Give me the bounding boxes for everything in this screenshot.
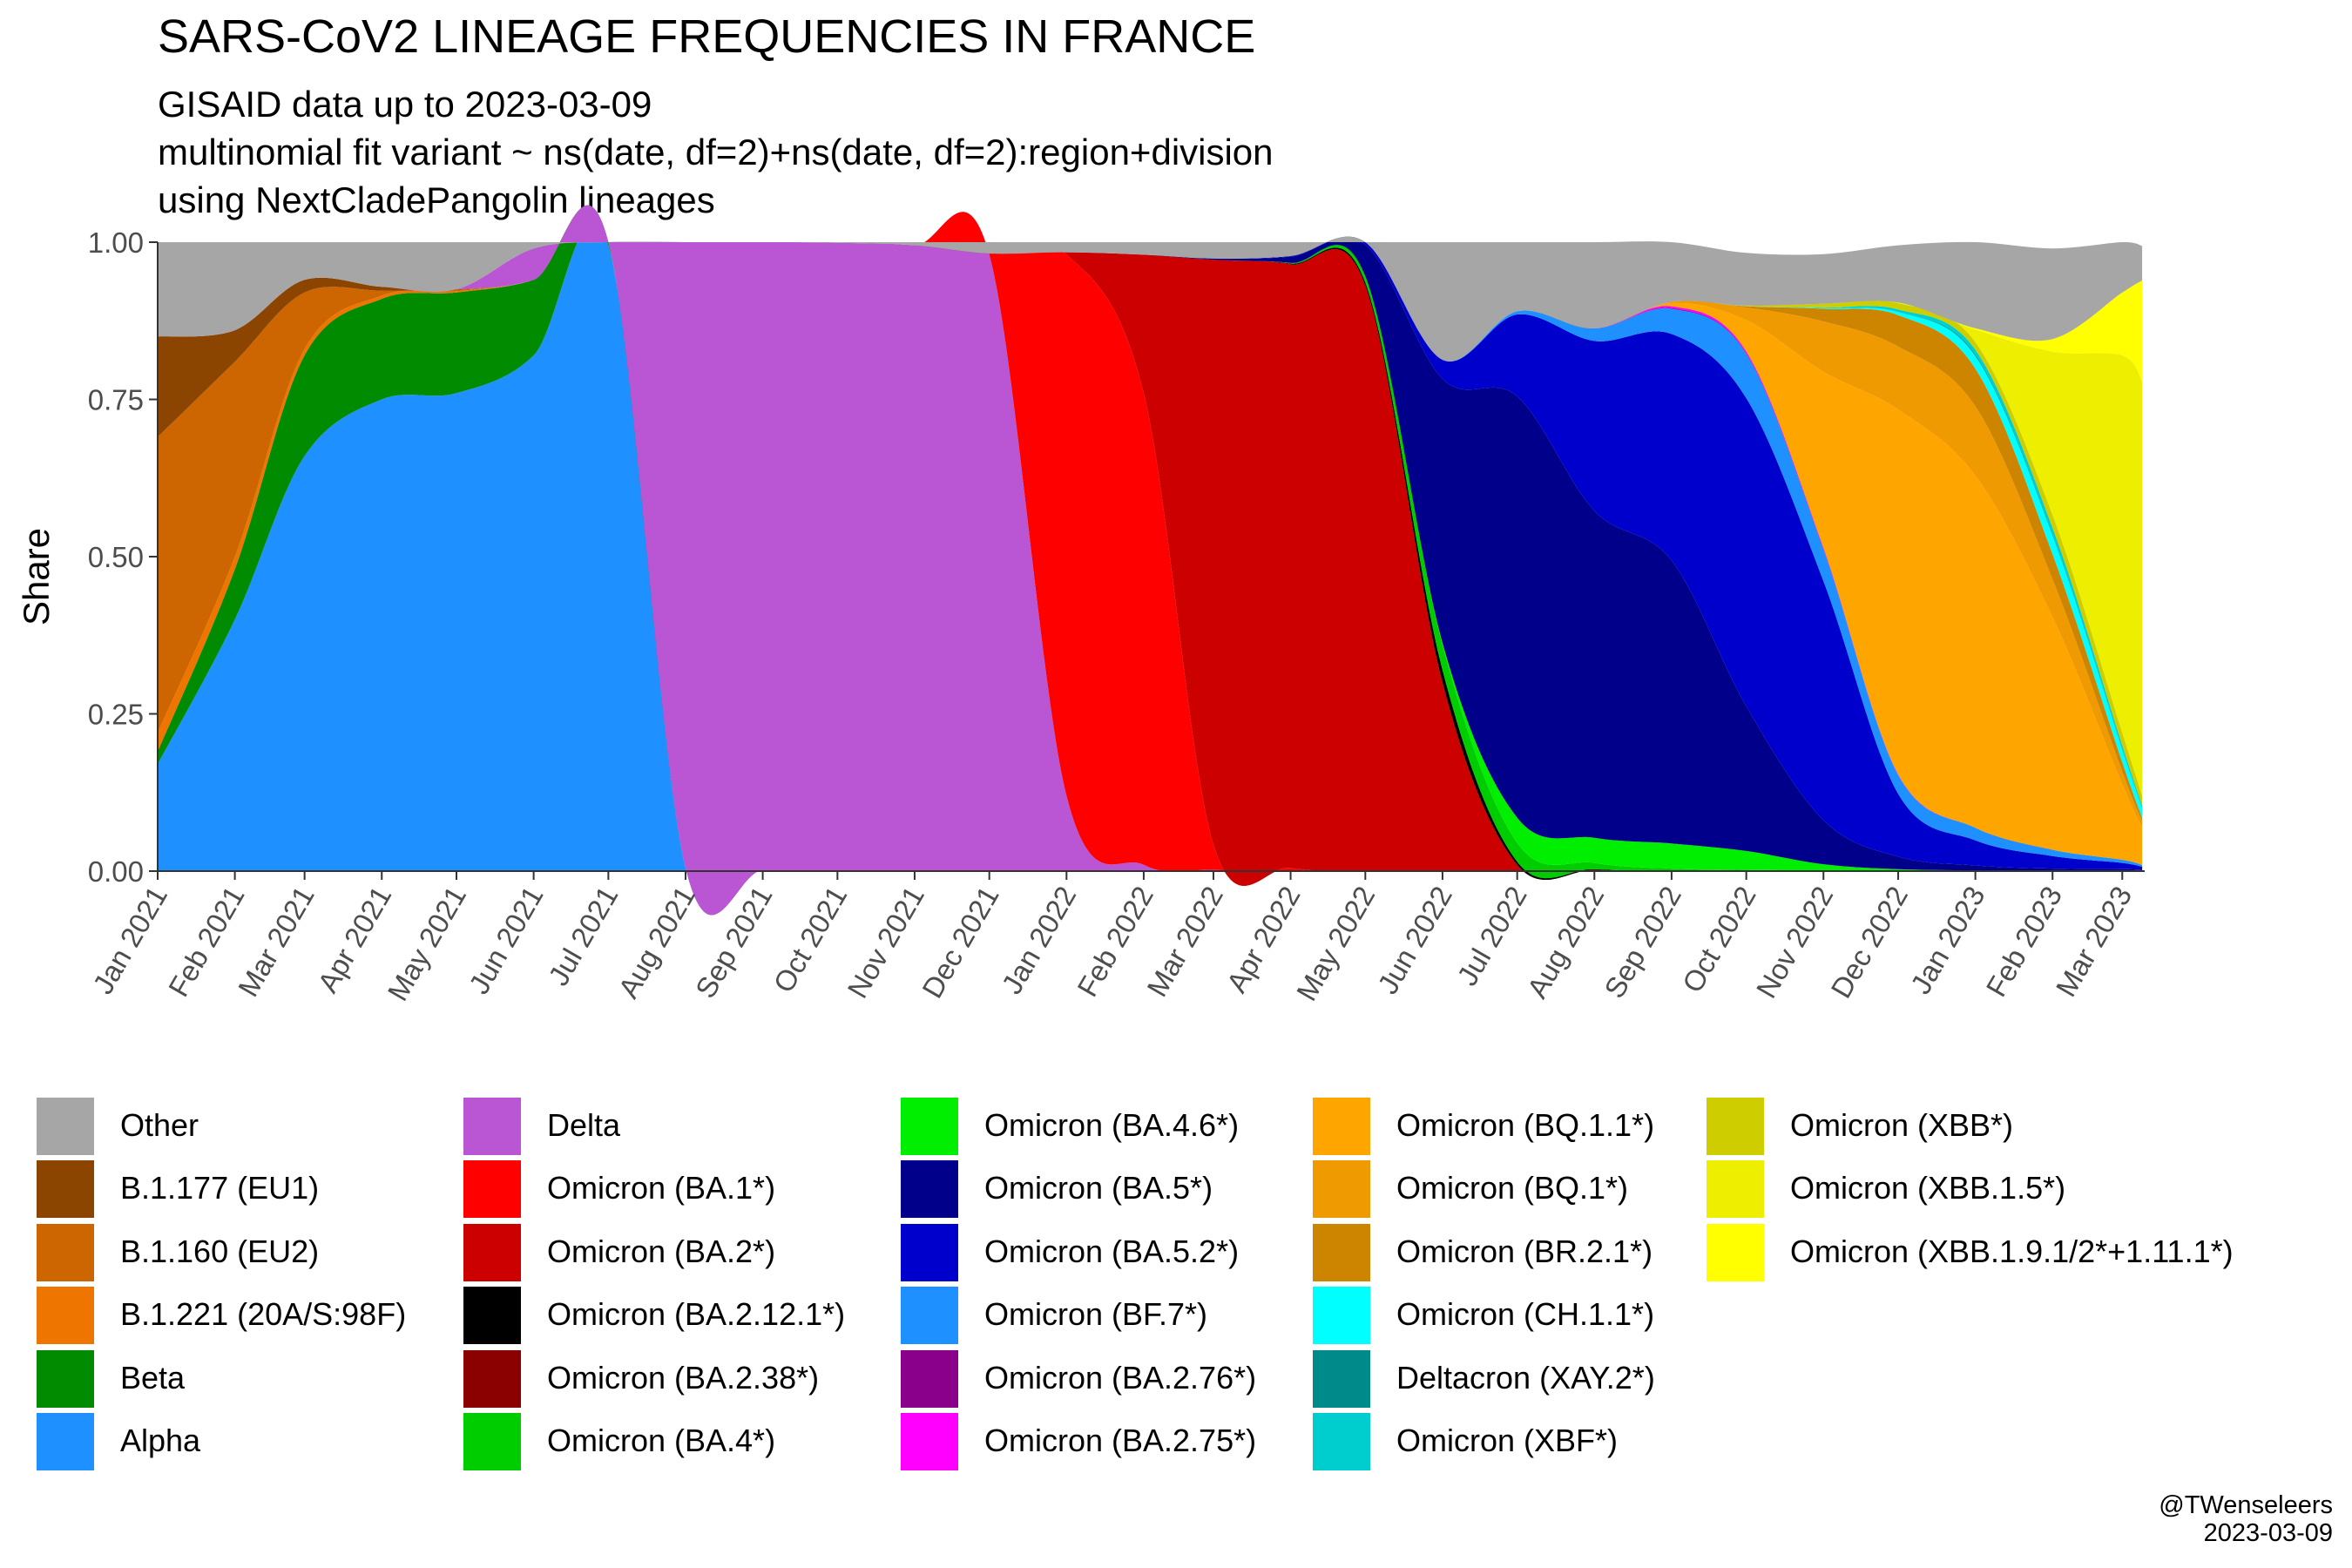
legend-label: B.1.177 (EU1)	[120, 1170, 320, 1206]
legend-swatch	[37, 1160, 94, 1219]
legend-swatch	[1313, 1413, 1370, 1470]
area-omicron-ba-2	[158, 241, 2143, 886]
legend-label: Omicron (BA.4.6*)	[984, 1107, 1240, 1143]
legend-swatch	[37, 1287, 94, 1345]
credit: @TWenseleers 2023-03-09	[2159, 1491, 2333, 1547]
legend-swatch	[1707, 1098, 1764, 1155]
legend-label: B.1.160 (EU2)	[120, 1233, 320, 1269]
chart-subtitle-line-1: GISAID data up to 2023-03-09	[158, 84, 652, 125]
legend-label: Omicron (XBB.1.5*)	[1790, 1170, 2066, 1206]
legend-label: Beta	[120, 1359, 186, 1396]
area-omicron-ba-5	[158, 237, 2143, 872]
chart-title: SARS-CoV2 LINEAGE FREQUENCIES IN FRANCE	[158, 10, 1255, 63]
legend-label: Omicron (BQ.1.1*)	[1396, 1107, 1655, 1143]
legend-label: Omicron (BA.2*)	[547, 1233, 776, 1269]
y-tick-label: 0.75	[88, 384, 144, 416]
y-tick-label: 0.25	[88, 699, 144, 731]
legend-label: Omicron (BA.2.12.1*)	[547, 1296, 846, 1333]
area-other	[158, 236, 2143, 362]
area-alpha	[158, 221, 2143, 916]
x-tick-label: Oct 2022	[1676, 881, 1762, 997]
y-axis: 0.00 0.25 0.50 0.75 1.00	[88, 226, 159, 888]
legend-label: Omicron (BA.2.75*)	[984, 1423, 1257, 1458]
legend-swatch	[37, 1349, 94, 1408]
x-tick-label: Jan 2023	[1904, 881, 1991, 999]
legend-swatch	[463, 1098, 521, 1155]
legend-label: Omicron (BA.1*)	[547, 1170, 776, 1206]
legend-label: Omicron (XBB.1.9.1/2*+1.11.1*)	[1790, 1233, 2234, 1269]
legend-swatch	[1313, 1349, 1370, 1408]
legend-label: Omicron (BA.2.76*)	[984, 1359, 1257, 1396]
legend-swatch	[1707, 1160, 1764, 1219]
area-omicron-ba-1	[158, 212, 2143, 886]
y-axis-label: Share	[16, 528, 57, 625]
x-tick-label: Jan 2022	[995, 881, 1082, 999]
legend-label: B.1.221 (20A/S:98F)	[120, 1296, 407, 1333]
x-tick-label: Jun 2022	[1371, 881, 1458, 999]
legend-label: Omicron (BQ.1*)	[1396, 1170, 1629, 1206]
legend-swatch	[37, 1413, 94, 1470]
legend-swatch	[901, 1098, 958, 1155]
legend-swatch	[901, 1160, 958, 1219]
y-tick-label: 1.00	[88, 226, 144, 259]
legend-swatch	[901, 1223, 958, 1281]
credit-author: @TWenseleers	[2159, 1491, 2333, 1519]
area-omicron-ba-5-2	[158, 236, 2143, 870]
legend-swatch	[37, 1098, 94, 1155]
legend-label: Other	[120, 1107, 199, 1143]
x-tick-label: Aug 2022	[1521, 881, 1611, 1004]
legend-swatch	[463, 1223, 521, 1281]
legend-swatch	[1707, 1223, 1764, 1281]
legend-label: Omicron (BA.5.2*)	[984, 1233, 1240, 1269]
legend-swatch	[901, 1349, 958, 1408]
legend-swatch	[463, 1287, 521, 1345]
legend-label: Delta	[547, 1107, 621, 1143]
legend-swatch	[1313, 1098, 1370, 1155]
area-delta	[158, 205, 2143, 916]
legend-label: Omicron (BF.7*)	[984, 1296, 1208, 1333]
legend-label: Omicron (XBF*)	[1396, 1423, 1619, 1458]
x-tick-label: Jun 2021	[463, 881, 550, 999]
chart-subtitle-line-3: using NextCladePangolin lineages	[158, 179, 715, 220]
legend-swatch	[1313, 1287, 1370, 1345]
x-tick-label: Apr 2022	[1220, 881, 1307, 997]
credit-date: 2023-03-09	[2203, 1519, 2333, 1547]
x-tick-label: Jan 2021	[86, 881, 173, 999]
chart-subtitle-line-2: multinomial fit variant ~ ns(date, df=2)…	[158, 132, 1274, 172]
legend-label: Omicron (XBB*)	[1790, 1107, 2014, 1143]
y-tick-label: 0.00	[88, 855, 144, 888]
x-tick-label: Aug 2021	[612, 881, 701, 1004]
legend-swatch	[463, 1413, 521, 1470]
legend: Other B.1.177 (EU1) B.1.160 (EU2) B.1.221 (…	[37, 1096, 2336, 1479]
legend-label: Omicron (BA.4*)	[547, 1423, 776, 1458]
legend-swatch	[901, 1413, 958, 1470]
stacked-areas	[158, 205, 2143, 916]
x-tick-label: Oct 2021	[767, 881, 853, 997]
legend-label: Omicron (BA.2.38*)	[547, 1359, 820, 1396]
legend-label: Deltacron (XAY.2*)	[1396, 1359, 1655, 1396]
legend-swatch	[463, 1160, 521, 1219]
legend-label: Alpha	[120, 1423, 201, 1458]
y-tick-label: 0.50	[88, 541, 144, 573]
x-tick-label: Jul 2021	[542, 881, 624, 991]
legend-label: Omicron (CH.1.1*)	[1396, 1296, 1655, 1333]
area-omicron-bq-1-1	[158, 236, 2143, 865]
legend-label: Omicron (BR.2.1*)	[1396, 1233, 1653, 1269]
legend-swatch	[901, 1287, 958, 1345]
legend-swatch	[1313, 1223, 1370, 1281]
legend-swatch	[37, 1223, 94, 1281]
legend-label: Omicron (BA.5*)	[984, 1170, 1213, 1206]
legend-swatch	[463, 1349, 521, 1408]
legend-swatch	[1313, 1160, 1370, 1219]
x-tick-label: Sep 2022	[1598, 881, 1687, 1004]
x-tick-label: Jul 2022	[1450, 881, 1532, 991]
x-tick-label: Apr 2021	[311, 881, 397, 997]
